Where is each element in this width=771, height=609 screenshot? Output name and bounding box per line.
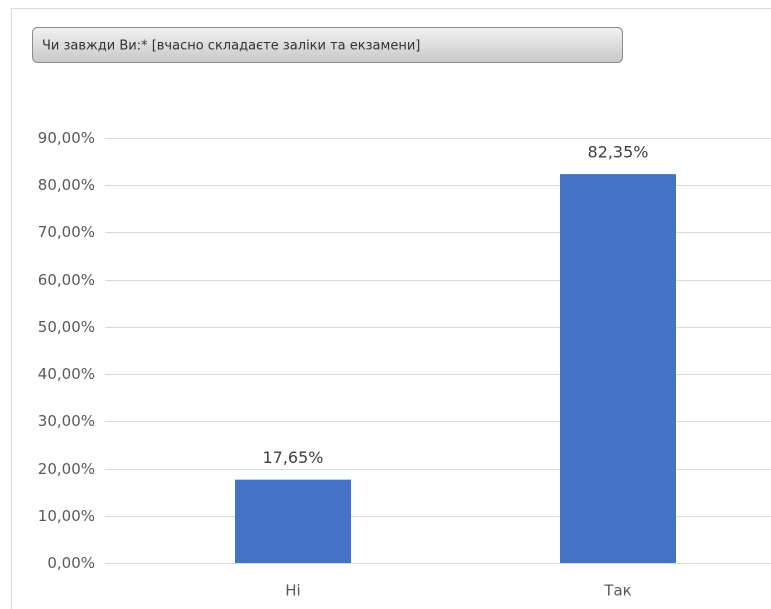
y-tick-label: 90,00% (38, 129, 95, 147)
data-label: 17,65% (262, 448, 323, 467)
bar (560, 174, 676, 563)
y-tick-label: 70,00% (38, 223, 95, 241)
y-tick-label: 30,00% (38, 412, 95, 430)
y-tick-label: 10,00% (38, 507, 95, 525)
x-tick-label: Ні (285, 582, 300, 600)
y-tick-label: 40,00% (38, 365, 95, 383)
y-tick-label: 0,00% (47, 554, 95, 572)
y-tick-label: 50,00% (38, 318, 95, 336)
y-tick-label: 60,00% (38, 271, 95, 289)
x-tick-label: Так (603, 582, 631, 600)
bar (235, 479, 351, 563)
y-tick-label: 20,00% (38, 460, 95, 478)
data-label: 82,35% (587, 143, 648, 162)
chart-title: Чи завжди Ви:* [вчасно складаєте заліки … (42, 39, 420, 54)
y-tick-label: 80,00% (38, 176, 95, 194)
title-box (32, 27, 623, 63)
